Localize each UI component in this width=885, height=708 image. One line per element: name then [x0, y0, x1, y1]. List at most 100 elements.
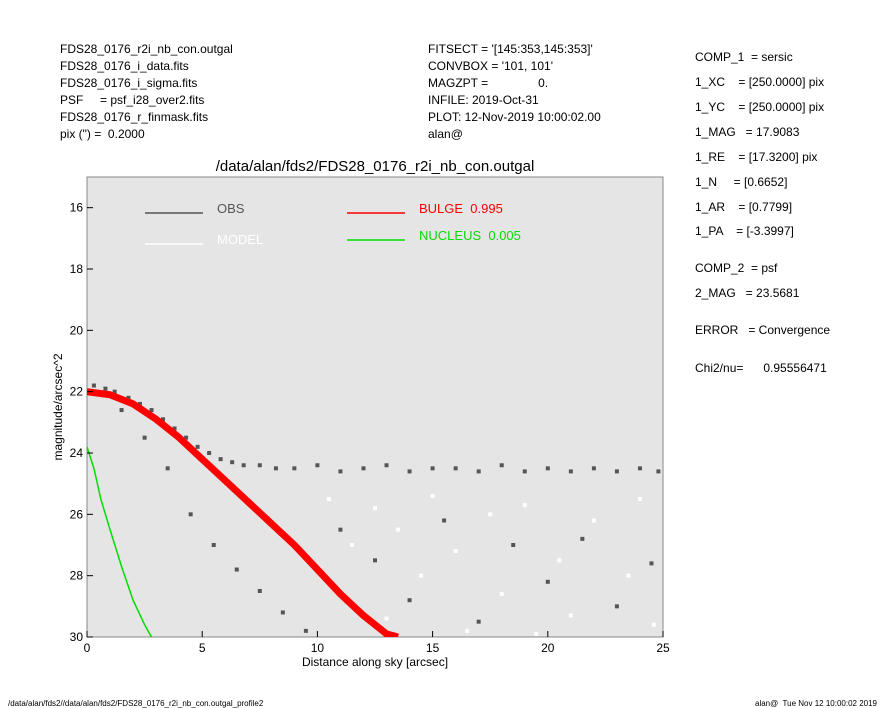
data-point: [499, 463, 504, 468]
data-point: [651, 622, 656, 627]
data-point: [465, 628, 470, 633]
data-point: [522, 503, 527, 508]
data-point: [112, 389, 117, 394]
header-right-line: COMP_1 = sersic: [695, 50, 793, 64]
header-right-line: 1_N = [0.6652]: [695, 175, 787, 189]
data-point: [649, 561, 654, 566]
data-point: [126, 395, 131, 400]
data-point: [568, 469, 573, 474]
y-tick-label: 22: [70, 385, 84, 399]
data-point: [142, 435, 147, 440]
header-right-line: ERROR = Convergence: [695, 323, 830, 337]
header-right-line: 1_RE = [17.3200] pix: [695, 150, 817, 164]
data-point: [476, 469, 481, 474]
header-right-line: 1_MAG = 17.9083: [695, 125, 800, 139]
data-point: [218, 457, 223, 462]
legend-label: MODEL: [217, 232, 263, 247]
data-point: [430, 493, 435, 498]
data-point: [511, 543, 516, 547]
x-tick-label: 10: [311, 641, 325, 655]
x-tick-label: 5: [199, 641, 206, 655]
x-tick-label: 0: [84, 641, 91, 655]
y-axis-label: magnitude/arcsec^2: [51, 353, 65, 460]
data-point: [373, 506, 377, 511]
profile-line: [87, 388, 399, 637]
y-tick-label: 16: [70, 201, 84, 215]
data-point: [165, 466, 170, 471]
header-right-line: 1_YC = [250.0000] pix: [695, 100, 824, 114]
header-right-line: 1_PA = [-3.3997]: [695, 224, 794, 238]
data-point: [453, 549, 458, 554]
data-point: [195, 444, 200, 449]
data-point: [407, 469, 412, 474]
data-point: [103, 386, 108, 391]
data-point: [534, 631, 539, 636]
header-middle-line: MAGZPT = 0.: [428, 76, 548, 90]
data-point: [545, 466, 550, 471]
data-point: [442, 518, 447, 523]
header-left-line: pix (") = 0.2000: [60, 127, 145, 141]
y-tick-label: 18: [70, 262, 84, 276]
data-point: [499, 592, 504, 597]
data-point: [614, 469, 619, 474]
x-tick-label: 20: [541, 641, 555, 655]
header-right-line: Chi2/nu= 0.95556471: [695, 361, 827, 375]
header-right-line: COMP_2 = psf: [695, 261, 778, 275]
header-left-line: FDS28_0176_r2i_nb_con.outgal: [60, 42, 233, 56]
legend-label: BULGE 0.995: [419, 201, 503, 216]
data-point: [149, 408, 154, 413]
plot-area: [86, 176, 664, 638]
data-point: [280, 610, 285, 615]
data-point: [568, 613, 573, 618]
data-point: [241, 463, 246, 468]
data-point: [137, 401, 142, 406]
header-right-line: 2_MAG = 23.5681: [695, 286, 800, 300]
data-point: [626, 573, 631, 578]
data-point: [407, 598, 412, 603]
data-point: [656, 469, 661, 474]
x-tick-label: 25: [656, 641, 670, 655]
header-middle-line: FITSECT = '[145:353,145:353]': [428, 42, 593, 56]
data-point: [488, 512, 493, 517]
data-point: [338, 469, 343, 474]
data-point: [207, 451, 212, 455]
data-point: [273, 466, 278, 471]
profile-line: [87, 446, 153, 637]
y-tick-label: 30: [70, 630, 84, 644]
data-point: [384, 463, 389, 468]
data-point: [419, 573, 424, 578]
data-point: [591, 518, 596, 523]
header-middle-line: PLOT: 12-Nov-2019 10:00:02.00: [428, 110, 601, 124]
data-point: [545, 579, 550, 584]
legend-label: NUCLEUS 0.005: [419, 228, 521, 243]
data-point: [230, 460, 235, 465]
data-point: [349, 543, 354, 547]
header-left-line: FDS28_0176_i_data.fits: [60, 59, 189, 73]
y-tick-label: 20: [70, 323, 84, 337]
data-point: [614, 604, 619, 609]
header-middle-line: CONVBOX = '101, 101': [428, 59, 553, 73]
chart-title: /data/alan/fds2/FDS28_0176_r2i_nb_con.ou…: [216, 158, 535, 175]
data-point: [373, 558, 377, 563]
data-point: [303, 628, 308, 633]
data-point: [476, 619, 481, 624]
data-point: [292, 466, 297, 471]
data-point: [257, 589, 262, 593]
data-point: [557, 558, 562, 563]
x-axis-label: Distance along sky [arcsec]: [302, 655, 448, 669]
header-right-line: 1_XC = [250.0000] pix: [695, 75, 824, 89]
data-point: [361, 466, 366, 471]
header-middle-line: INFILE: 2019-Oct-31: [428, 93, 539, 107]
data-point: [637, 497, 642, 501]
header-left-line: FDS28_0176_r_finmask.fits: [60, 110, 208, 124]
header-left-line: PSF = psf_i28_over2.fits: [60, 93, 204, 107]
data-point: [211, 543, 216, 547]
footer-left: /data/alan/fds2//data/alan/fds2/FDS28_01…: [8, 699, 264, 708]
plot-content: [87, 383, 661, 637]
header-middle-line: alan@: [428, 127, 463, 141]
data-point: [522, 469, 527, 474]
data-point: [234, 567, 239, 572]
header-right-line: 1_AR = [0.7799]: [695, 200, 792, 214]
data-point: [172, 426, 177, 431]
